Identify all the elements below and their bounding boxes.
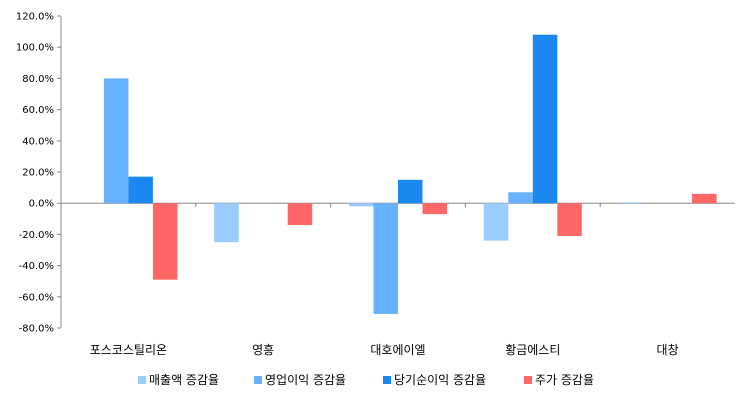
bar: [692, 193, 717, 204]
category-label: 영흥: [252, 343, 274, 357]
y-tick-label: -40.0%: [19, 261, 54, 272]
bar: [373, 203, 398, 314]
bar: [508, 192, 533, 204]
bar: [349, 203, 374, 207]
legend-swatch: [524, 376, 532, 384]
y-tick-label: 0.0%: [29, 199, 54, 210]
bar: [422, 203, 447, 215]
legend-label: 당기순이익 증감율: [394, 373, 486, 387]
y-tick-label: 60.0%: [22, 105, 54, 116]
y-tick-label: 40.0%: [22, 136, 54, 147]
y-tick-label: -20.0%: [19, 230, 54, 241]
y-tick-label: 100.0%: [16, 43, 54, 54]
bar: [618, 202, 644, 204]
legend-swatch: [383, 376, 391, 384]
bar: [128, 176, 153, 204]
y-tick-label: -60.0%: [19, 292, 54, 303]
bar: [287, 203, 313, 226]
legend-swatch: [138, 376, 146, 384]
bar: [152, 203, 178, 280]
legend-label: 영업이익 증감율: [265, 373, 346, 387]
bar: [398, 179, 423, 204]
legend-swatch: [254, 376, 262, 384]
category-label: 포스코스틸리온: [90, 343, 167, 357]
bar: [557, 203, 582, 236]
bar: [532, 34, 558, 204]
bar: [214, 203, 239, 243]
bar: [103, 78, 129, 204]
bar: [483, 203, 509, 241]
legend-label: 주가 증감율: [535, 373, 594, 387]
category-label: 대호에이엘: [370, 343, 425, 357]
y-tick-label: 120.0%: [16, 12, 54, 23]
category-label: 대창: [657, 343, 679, 357]
legend-label: 매출액 증감율: [149, 373, 219, 387]
category-label: 황금에스티: [505, 343, 560, 357]
y-tick-label: -80.0%: [19, 324, 54, 335]
y-tick-label: 80.0%: [22, 74, 54, 85]
y-tick-label: 20.0%: [22, 168, 54, 179]
